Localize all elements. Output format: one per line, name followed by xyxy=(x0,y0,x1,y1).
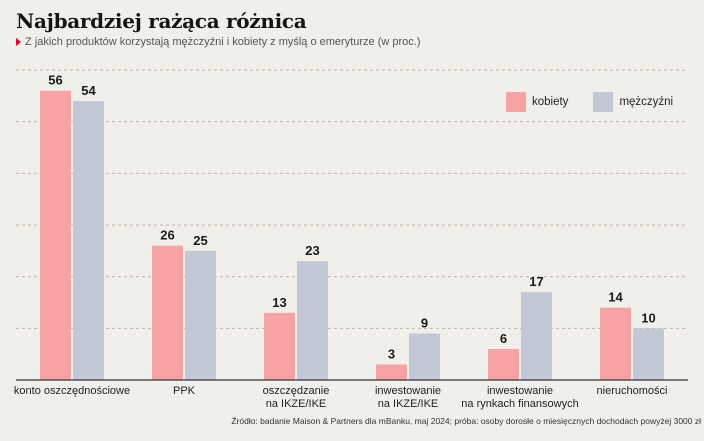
bar-kobiety-5 xyxy=(600,307,631,380)
value-label-mezczyzni-1: 25 xyxy=(193,233,207,248)
chart-title: Najbardziej rażąca różnica xyxy=(16,9,307,33)
value-label-mezczyzni-0: 54 xyxy=(81,83,96,98)
value-label-mezczyzni-2: 23 xyxy=(305,243,319,258)
bar-mezczyzni-2 xyxy=(297,261,328,380)
legend: kobiety mężczyźni xyxy=(506,92,673,112)
chart-subtitle-text: Z jakich produktów korzystają mężczyźni … xyxy=(25,36,421,48)
category-label-line: na IKZE/IKE xyxy=(266,398,327,410)
category-label-0: konto oszczędnościowe xyxy=(14,385,130,397)
value-label-kobiety-1: 26 xyxy=(160,228,174,243)
bar-kobiety-4 xyxy=(488,349,519,380)
category-label-3: inwestowanie na IKZE/IKE xyxy=(375,385,441,410)
bar-mezczyzni-3 xyxy=(409,333,440,380)
category-label-line: konto oszczędnościowe xyxy=(14,385,130,397)
category-label-4: inwestowanie na rynkach finansowych xyxy=(461,385,578,410)
value-label-mezczyzni-4: 17 xyxy=(529,274,543,289)
chart-subtitle: Z jakich produktów korzystają mężczyźni … xyxy=(16,36,421,48)
category-label-line: oszczędzanie xyxy=(263,385,330,397)
legend-item-mezczyzni: mężczyźni xyxy=(593,92,673,112)
value-label-kobiety-2: 13 xyxy=(272,295,286,310)
bar-kobiety-3 xyxy=(376,364,407,380)
category-label-line: na rynkach finansowych xyxy=(461,398,578,410)
legend-item-kobiety: kobiety xyxy=(506,92,568,112)
value-label-kobiety-5: 14 xyxy=(608,290,623,305)
value-label-mezczyzni-3: 9 xyxy=(421,316,428,331)
bar-mezczyzni-4 xyxy=(521,292,552,380)
source-note: Źródło: badanie Maison & Partners dla mB… xyxy=(231,416,701,426)
category-label-1: PPK xyxy=(173,385,196,397)
legend-swatch-mezczyzni xyxy=(593,92,614,112)
legend-swatch-kobiety xyxy=(506,92,526,112)
category-label-line: inwestowanie xyxy=(487,385,553,397)
category-label-line: inwestowanie xyxy=(375,385,441,397)
bar-kobiety-0 xyxy=(40,90,71,381)
bar-mezczyzni-5 xyxy=(633,328,664,380)
category-label-line: PPK xyxy=(173,385,196,397)
value-label-kobiety-4: 6 xyxy=(500,331,507,346)
bar-mezczyzni-0 xyxy=(73,101,104,380)
bar-kobiety-1 xyxy=(152,245,183,380)
value-label-kobiety-0: 56 xyxy=(48,73,62,88)
bar-kobiety-2 xyxy=(264,312,295,380)
category-label-line: nieruchomości xyxy=(597,385,668,397)
category-label-line: na IKZE/IKE xyxy=(378,398,439,410)
value-label-mezczyzni-5: 10 xyxy=(641,310,655,325)
category-label-5: nieruchomości xyxy=(597,385,668,397)
value-label-kobiety-3: 3 xyxy=(388,347,395,362)
triangle-marker-icon xyxy=(16,38,21,46)
category-label-2: oszczędzanie na IKZE/IKE xyxy=(263,385,330,410)
bar-mezczyzni-1 xyxy=(185,250,216,380)
legend-label-kobiety: kobiety xyxy=(532,96,569,108)
legend-label-mezczyzni: mężczyźni xyxy=(619,96,674,108)
